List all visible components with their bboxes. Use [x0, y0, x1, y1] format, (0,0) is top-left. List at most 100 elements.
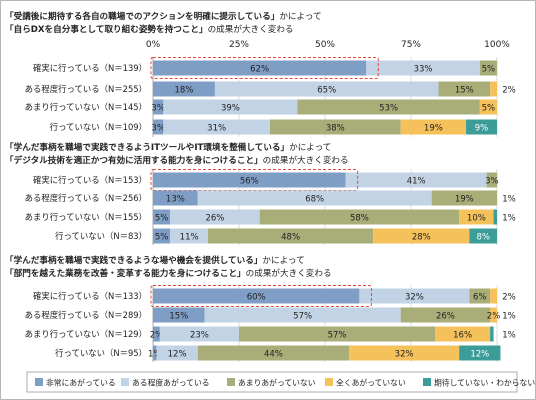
row-label: 行っていない（N＝83） [55, 231, 147, 241]
data-label: 65% [317, 86, 336, 96]
data-label: 32% [405, 293, 424, 303]
data-label: 38% [326, 124, 345, 134]
bar-segment [163, 99, 298, 115]
data-label: 10% [467, 214, 486, 224]
data-label: 5% [155, 214, 169, 224]
bar-segment [153, 345, 157, 361]
bar-segment [170, 209, 260, 225]
data-label: 44% [264, 350, 283, 360]
panel-title-main: 「受講後に期待する各自の職場でのアクションを明確に提示している」 [5, 10, 279, 22]
data-label: 2% [487, 312, 501, 322]
data-label: 9% [475, 124, 489, 134]
bar-segment [469, 288, 491, 304]
bar-segment [359, 288, 470, 304]
outside-data-label: 2% [502, 86, 516, 96]
bar-segment [490, 326, 494, 342]
row-label: 確実に行っている（N＝139） [33, 63, 147, 73]
bar-segment [153, 81, 215, 97]
bar-segment [490, 81, 497, 97]
panel-title-suffix: かによって [262, 255, 304, 266]
row-label: 確実に行っている（N＝153） [33, 175, 147, 185]
data-label: 62% [250, 65, 269, 75]
row-label: あまり行っていない（N＝145） [25, 102, 147, 112]
bar-segment [153, 209, 171, 225]
data-label: 13% [166, 195, 185, 205]
bar-segment [490, 307, 497, 323]
data-label: 39% [221, 104, 240, 114]
data-label: 16% [453, 331, 472, 341]
panel-title: 「学んだ事柄を職場で実践できるようITツールやIT環境を整備している」かによって [5, 141, 331, 153]
row-label: あまり行っていない（N＝129） [25, 329, 147, 339]
bar-segment [479, 99, 497, 115]
data-label: 28% [412, 233, 431, 243]
panel-title-main: 「デジタル技術を適正かつ有効に活用する能力を身につけること」 [5, 154, 263, 166]
bar-segment [431, 190, 497, 206]
x-tick-label: 0% [146, 40, 161, 50]
bar-segment [297, 99, 480, 115]
data-label: 11% [180, 233, 199, 243]
bar-segment [366, 60, 480, 76]
bar-segment [479, 60, 497, 76]
bar-segment [153, 60, 367, 76]
legend-swatch [35, 378, 43, 386]
data-label: 2% [150, 331, 164, 341]
data-label: 3% [151, 124, 165, 134]
data-label: 53% [379, 104, 398, 114]
bar-segment [197, 345, 350, 361]
panel-title-main: 「学んだ事柄を職場で実践できるような場や機会を提供している」 [5, 254, 262, 266]
bar-segment [153, 119, 164, 135]
bar-segment [153, 190, 198, 206]
bar-segment [373, 228, 470, 244]
bar-segment [153, 326, 160, 342]
data-label: 58% [350, 214, 369, 224]
legend-swatch [121, 378, 129, 386]
panel-title: 「デジタル技術を適正かつ有効に活用する能力を身につけること」の成果が大きく変わる [5, 154, 349, 166]
x-tick-label: 100% [484, 40, 510, 50]
row-label: ある程度行っている（N＝255） [25, 84, 147, 94]
bar-segment [349, 345, 460, 361]
x-tick-label: 50% [315, 40, 335, 50]
data-label: 57% [293, 312, 312, 322]
data-label: 12% [168, 350, 187, 360]
bar-segment [153, 307, 205, 323]
bar-segment [459, 345, 501, 361]
data-label: 32% [395, 350, 414, 360]
bar-segment [204, 307, 401, 323]
bar-segment [490, 288, 497, 304]
x-tick-label: 25% [229, 40, 249, 50]
legend-swatch [325, 378, 333, 386]
data-label: 5% [482, 104, 496, 114]
outside-data-label: 1% [502, 312, 516, 322]
data-label: 3% [151, 104, 165, 114]
data-label: 68% [305, 195, 324, 205]
highlight-box [150, 285, 372, 307]
legend-swatch [227, 378, 235, 386]
data-label: 60% [247, 293, 266, 303]
legend-label: ある程度あがっている [132, 378, 210, 388]
bar-segment [153, 228, 171, 244]
legend-label: 全くあがっていない [336, 378, 406, 388]
bar-segment [400, 307, 491, 323]
data-label: 15% [455, 86, 474, 96]
outside-data-label: 1% [502, 214, 516, 224]
bar-segment [459, 209, 494, 225]
outside-data-label: 1% [502, 195, 516, 205]
bar-segment [438, 81, 491, 97]
data-label: 15% [169, 312, 188, 322]
bar-segment [400, 119, 467, 135]
data-label: 3% [485, 177, 499, 187]
data-label: 19% [424, 124, 443, 134]
bar-segment [208, 228, 374, 244]
panel-title-main: 「部門を越えた業務を改善・変革する能力を身につけること」 [5, 267, 246, 279]
data-label: 23% [190, 331, 209, 341]
bar-segment [259, 209, 460, 225]
bar-segment [197, 190, 432, 206]
data-label: 33% [414, 65, 433, 75]
panel-title-suffix: かによって [279, 11, 321, 22]
data-label: 19% [455, 195, 474, 205]
bar-segment [345, 172, 487, 188]
data-label: 48% [281, 233, 300, 243]
bar-segment [156, 345, 198, 361]
panel-title: 「部門を越えた業務を改善・変革する能力を身につけること」の成果が大きく変わる [5, 267, 332, 279]
